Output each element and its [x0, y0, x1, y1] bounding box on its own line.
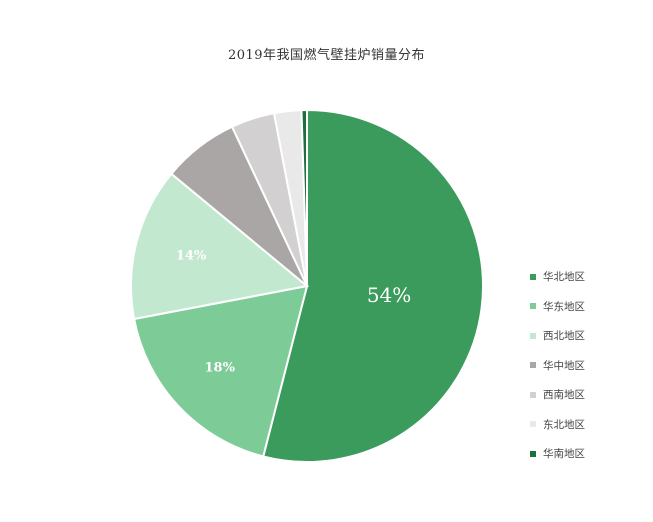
legend-label: 东北地区 — [543, 418, 585, 431]
pie-slice-3 — [130, 172, 310, 321]
legend-swatch-icon — [530, 362, 536, 369]
legend-item-5: 西南地区 — [530, 380, 640, 410]
legend-swatch-icon — [530, 303, 536, 310]
pie-slice-2 — [132, 284, 309, 458]
chart-legend: 华北地区华东地区西北地区华中地区西南地区东北地区华南地区 — [530, 262, 640, 469]
legend-label: 华东地区 — [543, 300, 585, 313]
legend-label: 华中地区 — [543, 359, 585, 372]
legend-item-2: 华东地区 — [530, 292, 640, 322]
legend-item-6: 东北地区 — [530, 410, 640, 440]
legend-swatch-icon — [530, 332, 536, 339]
legend-label: 西北地区 — [543, 330, 585, 343]
legend-item-4: 华中地区 — [530, 351, 640, 381]
legend-item-7: 华南地区 — [530, 439, 640, 469]
pie-slice-label-1: 54% — [367, 283, 411, 307]
legend-item-3: 西北地区 — [530, 321, 640, 351]
pie-slice-label-2: 18% — [205, 360, 236, 375]
legend-swatch-icon — [530, 450, 536, 457]
pie-slice-1 — [262, 108, 484, 463]
pie-slice-7 — [300, 108, 308, 287]
legend-label: 华南地区 — [543, 448, 585, 461]
chart-title: 2019年我国燃气壁挂炉销量分布 — [227, 48, 426, 63]
legend-item-1: 华北地区 — [530, 262, 640, 292]
legend-swatch-icon — [530, 273, 536, 280]
legend-swatch-icon — [530, 391, 536, 398]
legend-swatch-icon — [530, 421, 536, 428]
legend-label: 西南地区 — [543, 389, 585, 402]
pie-slice-label-3: 14% — [176, 249, 207, 264]
legend-label: 华北地区 — [543, 271, 585, 284]
